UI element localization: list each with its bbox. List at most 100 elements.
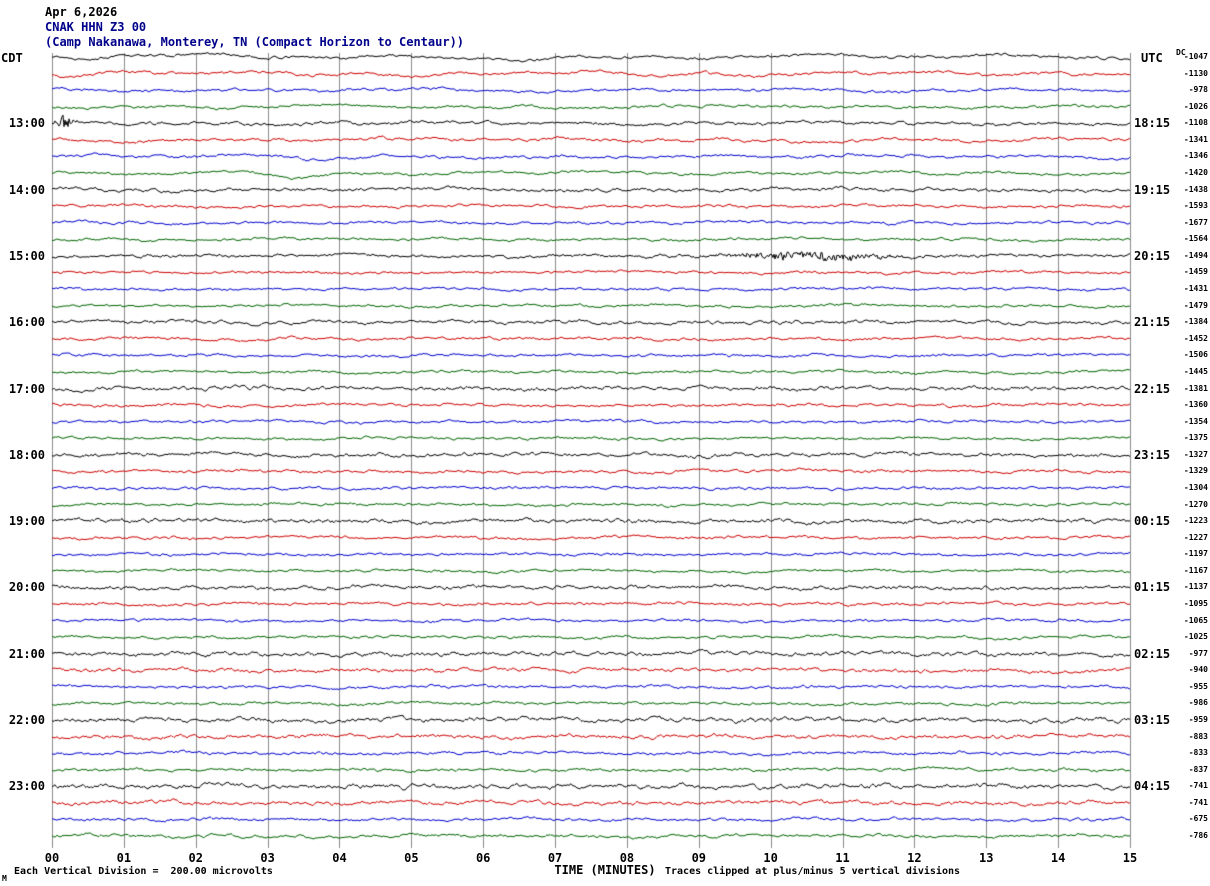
dc-column-label: DC xyxy=(1176,48,1186,57)
dc-offset-value: -1095 xyxy=(1183,598,1208,608)
cdt-hour-label: 15:00 xyxy=(8,248,45,263)
utc-hour-label: 22:15 xyxy=(1134,381,1171,396)
dc-offset-value: -1384 xyxy=(1183,317,1208,327)
dc-offset-value: -1108 xyxy=(1183,118,1208,128)
dc-offset-value: -955 xyxy=(1188,681,1208,691)
cdt-hour-label: 20:00 xyxy=(8,580,45,595)
x-tick-label: 15 xyxy=(1122,851,1138,865)
utc-hour-label: 19:15 xyxy=(1134,182,1171,197)
x-axis-title: TIME (MINUTES) xyxy=(554,863,656,877)
x-tick-label: 13 xyxy=(979,851,994,865)
x-tick-label: 12 xyxy=(907,851,922,865)
dc-offset-value: -1270 xyxy=(1183,499,1208,509)
x-tick-label: 01 xyxy=(116,851,132,865)
dc-offset-value: -1452 xyxy=(1183,333,1208,343)
dc-offset-value: -883 xyxy=(1188,731,1208,741)
dc-offset-value: -1065 xyxy=(1183,615,1208,625)
cdt-hour-label: 23:00 xyxy=(8,779,45,794)
dc-offset-value: -1479 xyxy=(1183,300,1208,310)
cdt-hour-label: 17:00 xyxy=(8,381,45,396)
dc-offset-value: -1329 xyxy=(1183,466,1208,476)
x-axis-ticks: 00 01 02 03 04 05 06 07 08 09 10 11 12 13 14 15 xyxy=(0,851,1210,867)
dc-offset-value: -977 xyxy=(1188,648,1208,658)
x-tick-label: 02 xyxy=(188,851,203,865)
dc-offset-value: -1375 xyxy=(1183,433,1208,443)
dc-offset-column: -1047 -1130 -978 -1026 -1108 -1341 -1346 -1420 -… xyxy=(1168,0,1208,886)
dc-offset-value: -833 xyxy=(1188,748,1208,758)
dc-offset-value: -1341 xyxy=(1183,134,1208,144)
dc-offset-value: -986 xyxy=(1188,698,1208,708)
dc-offset-value: -1431 xyxy=(1183,284,1208,294)
dc-offset-value: -959 xyxy=(1188,715,1208,724)
dc-offset-value: -675 xyxy=(1188,814,1208,824)
utc-hour-label: 01:15 xyxy=(1134,580,1171,595)
x-tick-label: 03 xyxy=(260,851,275,865)
scale-note: Each Vertical Division = 200.00 microvol… xyxy=(14,866,273,877)
dc-offset-value: -1025 xyxy=(1183,632,1208,642)
cdt-hour-label: 14:00 xyxy=(8,182,45,197)
clip-note: Traces clipped at plus/minus 5 vertical … xyxy=(665,866,961,877)
dc-offset-value: -837 xyxy=(1188,764,1208,774)
location-label: (Camp Nakanawa, Monterey, TN (Compact Ho… xyxy=(45,35,465,49)
x-tick-label: 06 xyxy=(475,851,491,865)
dc-offset-value: -1677 xyxy=(1183,217,1208,227)
dc-offset-value: -741 xyxy=(1188,781,1208,791)
dc-offset-value: -1494 xyxy=(1183,250,1208,260)
dc-offset-value: -1445 xyxy=(1183,366,1208,376)
dc-offset-value: -940 xyxy=(1188,665,1208,675)
cdt-hour-label: 22:00 xyxy=(8,713,45,727)
dc-offset-value: -1026 xyxy=(1183,101,1208,111)
x-tick-label: 04 xyxy=(332,851,347,865)
x-tick-label: 11 xyxy=(835,851,850,865)
right-timezone-label: UTC xyxy=(1141,51,1163,65)
dc-offset-value: -1593 xyxy=(1183,201,1208,211)
dc-offset-value: -1137 xyxy=(1183,582,1208,592)
station-label: CNAK HHN Z3 00 xyxy=(45,20,147,34)
dc-offset-value: -1564 xyxy=(1183,234,1208,244)
dc-offset-value: -1197 xyxy=(1183,549,1208,559)
dc-offset-value: -1506 xyxy=(1183,350,1208,360)
dc-offset-value: -1327 xyxy=(1183,449,1208,459)
dc-offset-value: -786 xyxy=(1188,831,1208,841)
x-tick-label: 00 xyxy=(44,851,60,865)
utc-hour-label: 02:15 xyxy=(1134,646,1171,661)
utc-hour-label: 04:15 xyxy=(1134,779,1171,794)
cdt-hour-label: 19:00 xyxy=(8,514,45,529)
dc-offset-value: -1360 xyxy=(1183,400,1208,410)
dc-offset-value: -1381 xyxy=(1183,383,1208,393)
dc-offset-value: -1420 xyxy=(1183,168,1208,178)
dc-offset-value: -1346 xyxy=(1183,151,1208,161)
dc-offset-value: -1304 xyxy=(1183,482,1208,492)
cdt-hour-label: 13:00 xyxy=(8,116,45,131)
dc-offset-value: -741 xyxy=(1188,797,1208,807)
date-label: Apr 6,2026 xyxy=(45,5,118,19)
cdt-hour-label: 21:00 xyxy=(8,646,45,661)
x-tick-label: 07 xyxy=(547,851,563,865)
dc-offset-value: -1047 xyxy=(1183,52,1208,61)
dc-offset-value: -1459 xyxy=(1183,267,1208,277)
x-tick-label: 14 xyxy=(1050,851,1066,865)
left-timezone-label: CDT xyxy=(1,51,23,65)
utc-hour-label: 23:15 xyxy=(1134,447,1171,462)
x-tick-label: 08 xyxy=(619,851,635,865)
x-tick-label: 05 xyxy=(404,851,419,865)
dc-offset-value: -1438 xyxy=(1183,184,1208,194)
cdt-axis: 13:00 14:00 15:00 16:00 17:00 18:00 19:00 20:00… xyxy=(0,0,48,886)
utc-hour-label: 00:15 xyxy=(1134,514,1171,529)
cdt-hour-label: 16:00 xyxy=(8,315,45,330)
dc-offset-value: -1167 xyxy=(1183,565,1208,575)
utc-hour-label: 21:15 xyxy=(1134,315,1171,330)
x-tick-label: 09 xyxy=(691,851,707,865)
dc-offset-value: -978 xyxy=(1188,85,1208,95)
utc-hour-label: 20:15 xyxy=(1134,248,1171,263)
utc-axis: 18:15 19:15 20:15 21:15 22:15 23:15 00:15 01:15… xyxy=(1134,0,1178,886)
dc-offset-value: -1130 xyxy=(1183,68,1208,78)
dc-offset-value: -1227 xyxy=(1183,532,1208,542)
utc-hour-label: 18:15 xyxy=(1134,116,1171,131)
x-tick-label: 10 xyxy=(763,851,778,865)
cdt-hour-label: 18:00 xyxy=(8,447,45,462)
dc-offset-value: -1223 xyxy=(1183,516,1208,526)
utc-hour-label: 03:15 xyxy=(1134,713,1171,727)
